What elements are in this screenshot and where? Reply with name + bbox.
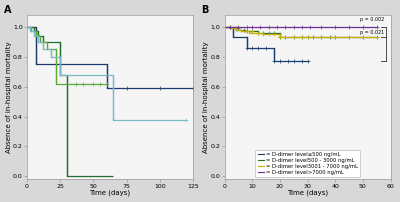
Legend: = D-dimer level≤500 ng/mL, = D-dimer level500 - 3000 ng/mL, = D-dimer level3001 : = D-dimer level≤500 ng/mL, = D-dimer lev… [256, 150, 360, 177]
Y-axis label: Absence of in-hospital mortality: Absence of in-hospital mortality [6, 41, 12, 153]
X-axis label: Time (days): Time (days) [90, 190, 130, 196]
Text: B: B [201, 5, 209, 15]
Y-axis label: Absence of in-hospital mortality: Absence of in-hospital mortality [203, 41, 209, 153]
X-axis label: Time (days): Time (days) [287, 190, 328, 196]
Text: p = 0.021: p = 0.021 [360, 31, 384, 36]
Text: p = 0.002: p = 0.002 [360, 17, 384, 22]
Text: A: A [4, 5, 11, 15]
